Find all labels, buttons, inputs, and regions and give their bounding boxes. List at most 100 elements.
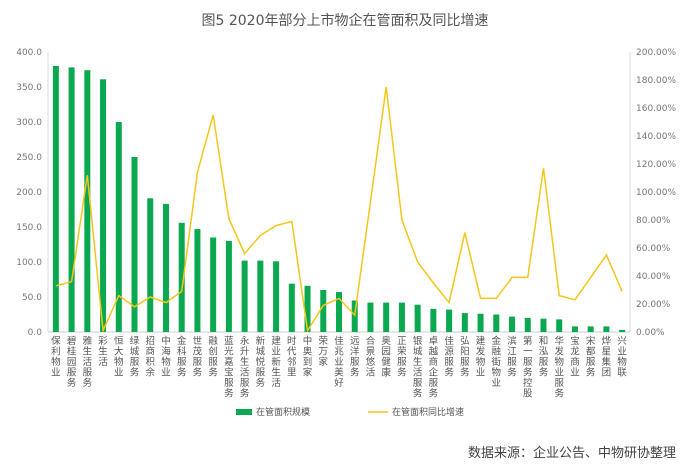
category-label: 华发物业服务 xyxy=(554,335,564,400)
right-tick-label: 40.00% xyxy=(636,272,671,282)
bar xyxy=(304,285,311,332)
right-tick-label: 140.00% xyxy=(636,132,676,142)
category-label: 远洋服务 xyxy=(350,336,360,379)
category-label: 银城生活服务 xyxy=(413,335,423,400)
category-label: 和泓服务 xyxy=(539,336,549,379)
category-label: 兴业物联 xyxy=(617,336,627,379)
bar xyxy=(162,203,169,332)
left-tick-label: 400.0 xyxy=(16,48,42,58)
bar xyxy=(147,198,154,332)
bar xyxy=(84,70,91,332)
category-label: 卓越商企服务 xyxy=(429,335,439,400)
category-label: 建业新生活 xyxy=(271,335,281,389)
bar xyxy=(540,318,547,332)
bar xyxy=(414,304,421,332)
category-label: 永升生活服务 xyxy=(240,335,250,400)
right-tick-label: 80.00% xyxy=(636,216,671,226)
category-label: 彩生活 xyxy=(98,336,108,368)
bar xyxy=(383,302,390,332)
category-label: 烨星集团 xyxy=(602,335,612,379)
left-tick-label: 150.0 xyxy=(16,223,42,233)
category-label: 招商积余 xyxy=(145,335,155,379)
right-tick-label: 60.00% xyxy=(636,244,671,254)
category-label: 荣万家 xyxy=(319,335,329,368)
bar xyxy=(398,302,405,332)
bar xyxy=(367,302,374,332)
bar xyxy=(461,313,468,332)
category-label: 金科服务 xyxy=(177,335,187,379)
right-tick-label: 160.00% xyxy=(636,104,676,114)
bar xyxy=(131,157,138,332)
bar xyxy=(210,237,217,332)
bar xyxy=(336,292,342,332)
left-tick-label: 0.0 xyxy=(28,328,43,338)
category-label: 正荣服务 xyxy=(397,336,407,379)
source-note: 数据来源：企业公告、中物研协整理 xyxy=(467,446,676,461)
left-tick-label: 100.0 xyxy=(16,258,42,268)
right-tick-label: 200.00% xyxy=(636,48,676,58)
category-label: 蓝光嘉宝服务 xyxy=(224,335,234,400)
category-label: 世茂服务 xyxy=(193,335,203,379)
category-label: 雅生活服务 xyxy=(83,335,93,389)
bar xyxy=(225,241,232,332)
bar xyxy=(556,319,563,332)
category-label: 碧桂园服务 xyxy=(67,335,77,389)
left-tick-label: 200.0 xyxy=(16,188,42,198)
left-tick-label: 300.0 xyxy=(16,118,42,128)
legend-line-label: 在管面积同比增速 xyxy=(392,406,464,418)
bar xyxy=(603,326,610,332)
category-label: 佳源服务 xyxy=(444,335,454,379)
bar xyxy=(571,326,578,332)
category-label: 保利物业 xyxy=(51,335,61,379)
right-tick-label: 120.00% xyxy=(636,160,676,170)
bar xyxy=(257,260,264,332)
category-label: 中海物业 xyxy=(161,335,171,379)
bar xyxy=(587,326,594,332)
category-label: 弘阳服务 xyxy=(460,336,470,379)
left-tick-label: 350.0 xyxy=(16,83,42,93)
bar xyxy=(100,79,107,332)
category-label: 滨江服务 xyxy=(507,335,517,379)
right-tick-label: 100.00% xyxy=(636,188,676,198)
bar xyxy=(477,313,484,332)
bar xyxy=(52,66,59,332)
legend-bar-swatch xyxy=(236,409,252,415)
bar xyxy=(68,67,75,333)
bar xyxy=(446,309,453,332)
category-label: 时代邻里 xyxy=(287,335,297,379)
category-label: 合景悠活 xyxy=(366,335,376,379)
right-tick-label: 180.00% xyxy=(636,76,676,86)
category-label: 绿城服务 xyxy=(130,335,140,379)
category-label: 奥园健康 xyxy=(381,335,391,379)
category-label: 中奥到家 xyxy=(303,335,313,379)
bar xyxy=(619,329,626,332)
left-tick-label: 50.0 xyxy=(22,293,42,303)
category-label: 金融街物业 xyxy=(492,335,502,389)
bar xyxy=(493,314,500,332)
category-label: 宝龙商业 xyxy=(570,335,580,379)
bar xyxy=(178,222,185,332)
bar xyxy=(115,122,122,332)
bar xyxy=(241,260,248,332)
bar xyxy=(524,318,531,332)
category-label: 宋都服务 xyxy=(586,335,596,379)
right-tick-label: 20.00% xyxy=(636,300,671,310)
bar xyxy=(430,308,437,332)
left-tick-label: 250.0 xyxy=(16,153,42,163)
chart-title: 图5 2020年部分上市物企在管面积及同比增速 xyxy=(201,13,489,29)
bar xyxy=(320,290,327,332)
category-label: 佳兆业美好 xyxy=(334,335,344,389)
category-label: 第一服务控股 xyxy=(523,335,533,400)
bar xyxy=(273,261,280,332)
category-label: 恒大物业 xyxy=(114,335,124,379)
category-label: 建发物业 xyxy=(476,335,486,379)
category-label: 新城悦服务 xyxy=(256,335,266,389)
legend-bar-label: 在管面积规模 xyxy=(256,406,310,418)
bar xyxy=(509,316,516,332)
bar xyxy=(288,283,295,332)
right-tick-label: 0.00% xyxy=(636,328,665,338)
bar xyxy=(194,229,201,332)
category-label: 融创服务 xyxy=(208,336,218,379)
